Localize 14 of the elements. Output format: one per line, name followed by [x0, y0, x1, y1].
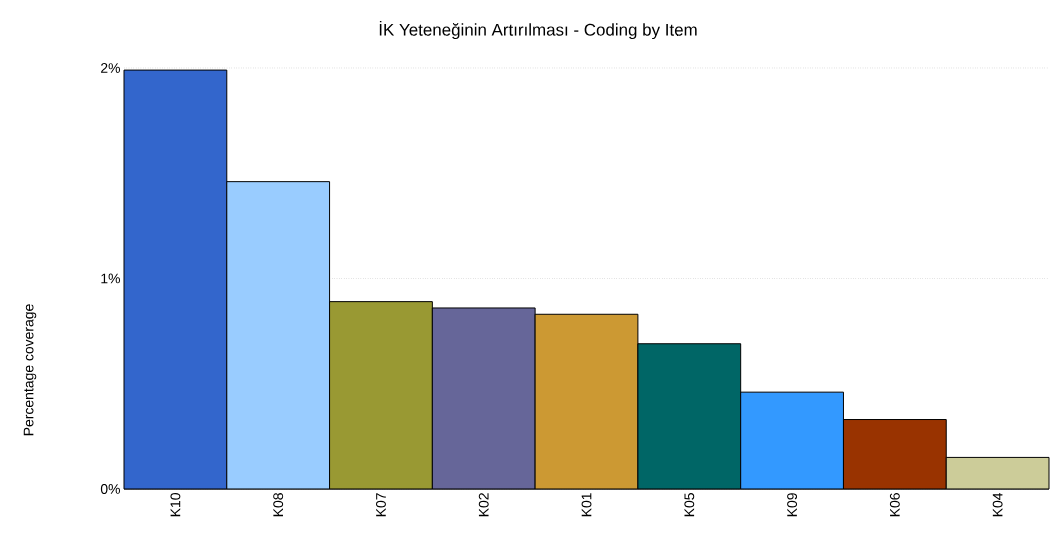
x-tick-label: K04 — [992, 492, 1003, 517]
x-tick-label: K09 — [787, 493, 798, 517]
chart-title: İK Yeteneğinin Artırılması - Coding by Item — [379, 20, 697, 40]
y-axis-title: Percentage coverage — [23, 304, 37, 436]
x-tick-label: K07 — [376, 493, 386, 517]
y-tick-label: 2% — [101, 63, 120, 73]
y-tick-label: 1% — [101, 273, 120, 284]
y-tick-label: 0% — [100, 484, 120, 494]
x-tick-label: K05 — [684, 493, 695, 517]
x-tick-label: K10 — [170, 493, 181, 517]
x-tick-label: K02 — [478, 493, 489, 517]
x-tick-label: K01 — [581, 493, 592, 517]
x-tick-label: K06 — [889, 493, 900, 517]
x-tick-label: K08 — [273, 493, 284, 517]
